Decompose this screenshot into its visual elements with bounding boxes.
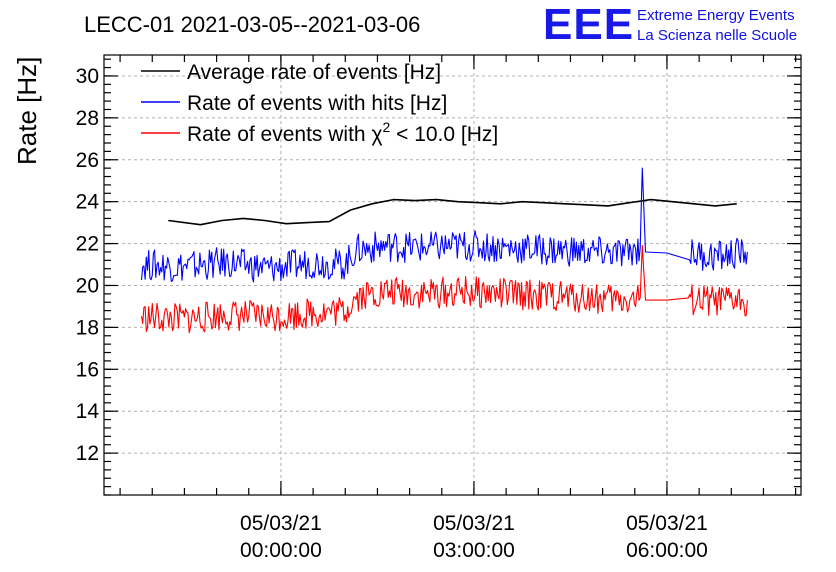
y-tick-label: 28 <box>76 107 99 130</box>
y-tick-label: 18 <box>76 316 99 339</box>
x-tick-date-label: 05/03/21 <box>240 512 322 535</box>
y-tick-label: 24 <box>76 191 100 214</box>
x-tick-time-label: 06:00:00 <box>626 539 708 562</box>
y-tick-label: 20 <box>76 274 99 297</box>
x-tick-date-label: 05/03/21 <box>626 512 708 535</box>
y-tick-label: 14 <box>76 400 100 423</box>
x-tick-date-label: 05/03/21 <box>433 512 515 535</box>
legend-label: Rate of events with hits [Hz] <box>187 92 447 115</box>
logo-line-1: Extreme Energy Events <box>637 7 795 24</box>
grid-lines <box>104 55 801 495</box>
series-lines <box>140 167 748 334</box>
legend-label: Average rate of events [Hz] <box>187 61 441 84</box>
eee-logo-mark: EEE <box>543 0 634 49</box>
axes: 12 14 16 18 20 22 24 26 28 30 05/03/21 00:00:00 05/0… <box>76 54 802 562</box>
series-line-1 <box>168 198 737 226</box>
plot-frame <box>103 54 802 496</box>
x-tick-time-label: 03:00:00 <box>433 539 515 562</box>
x-tick-time-label: 00:00:00 <box>240 539 322 562</box>
y-tick-label: 22 <box>76 233 99 256</box>
series-line-2 <box>140 167 748 283</box>
logo-line-2: La Scienza nelle Scuole <box>637 27 797 44</box>
y-tick-label: 26 <box>76 149 99 172</box>
legend-label: Rate of events with χ2 < 10.0 [Hz] <box>187 119 498 146</box>
y-axis-label: Rate [Hz] <box>12 57 42 165</box>
series-line-3 <box>140 245 748 334</box>
y-tick-label: 16 <box>76 358 99 381</box>
y-tick-label: 12 <box>76 442 99 465</box>
y-tick-label: 30 <box>76 65 99 88</box>
chart-title: LECC-01 2021-03-05--2021-03-06 <box>84 12 420 37</box>
legend: Average rate of events [Hz] Rate of event… <box>141 61 498 146</box>
